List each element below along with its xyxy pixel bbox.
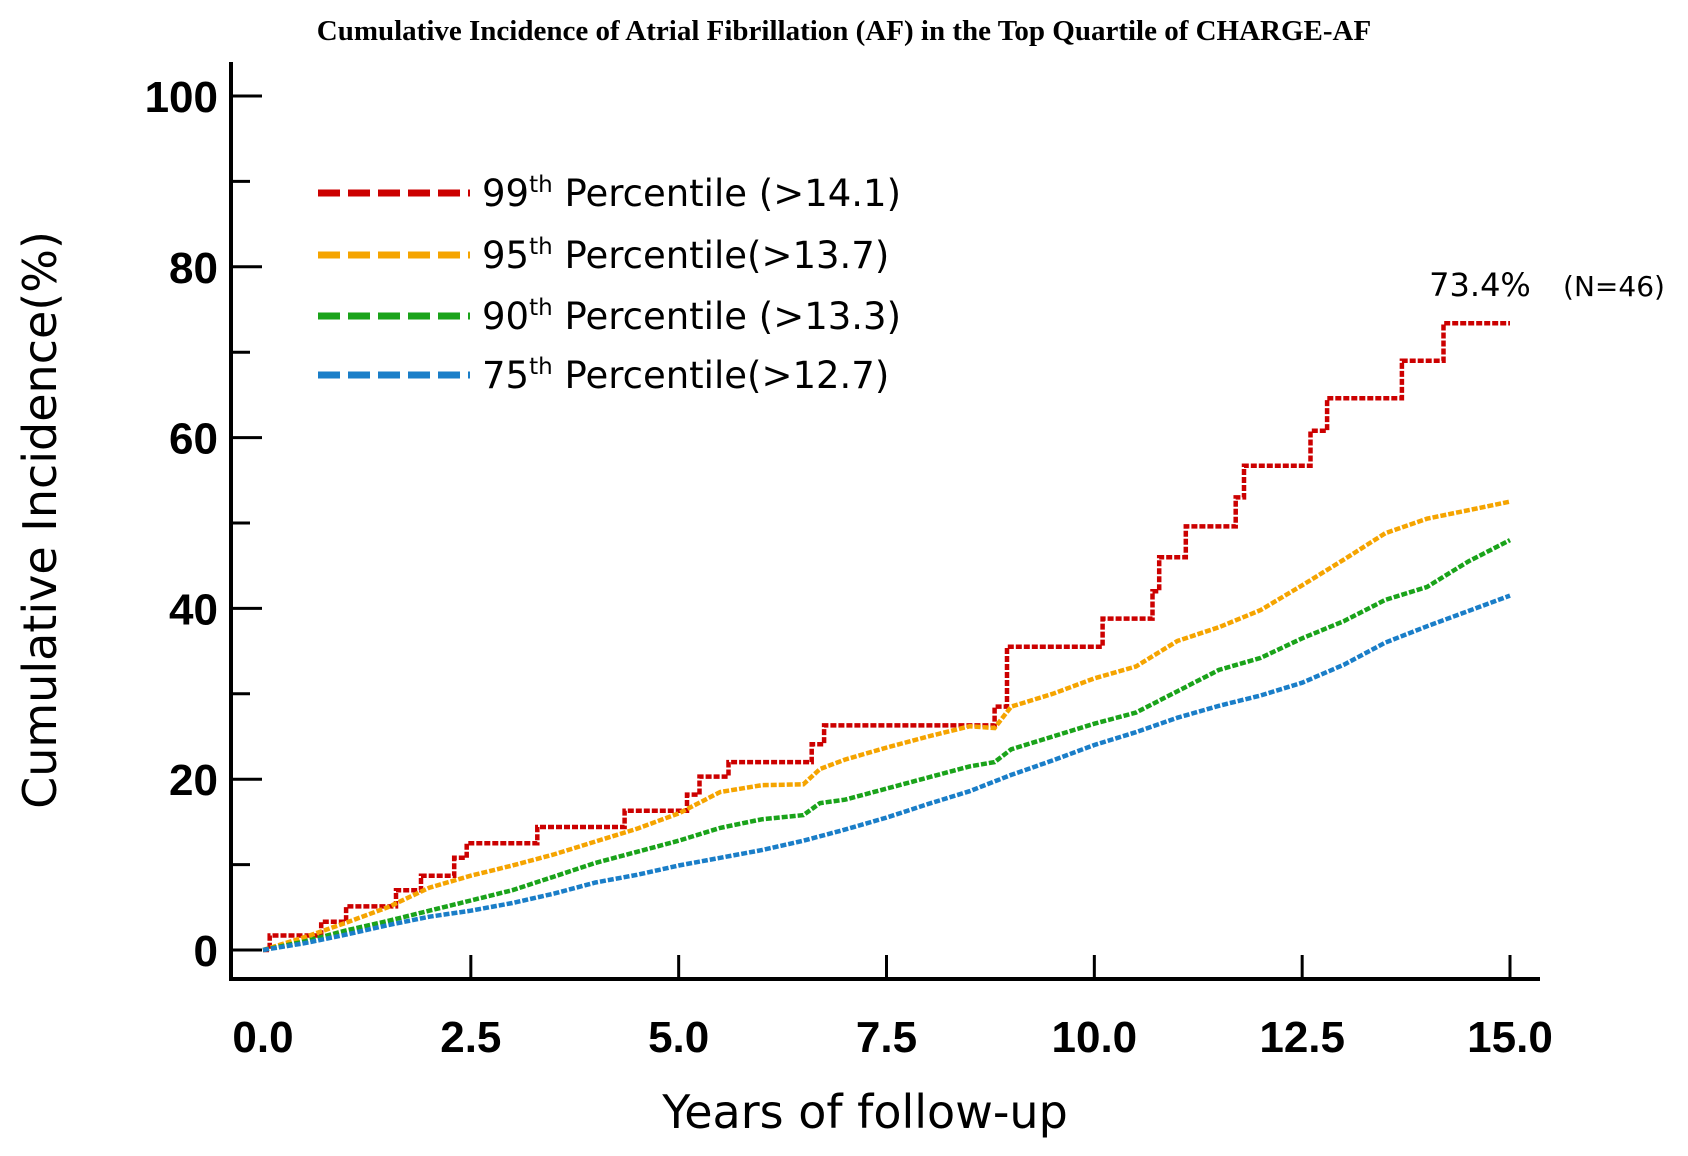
annotation-value: 73.4%: [1429, 266, 1531, 304]
x-tick-label: 2.5: [440, 1013, 501, 1062]
series-line-95th: [262, 499, 1511, 953]
y-ticks: 0 20 40 60 80 100: [145, 73, 262, 976]
y-tick-label: 20: [169, 756, 218, 805]
y-axis-label: Cumulative Incidence(%): [13, 231, 67, 809]
x-axis-label: Years of follow-up: [661, 1085, 1068, 1139]
series-line-75th: [262, 593, 1511, 953]
legend-label: 75th Percentile(>12.7): [482, 354, 889, 397]
chart-title: Cumulative Incidence of Atrial Fibrillat…: [317, 15, 1371, 47]
series-group: [262, 320, 1512, 953]
series-line-90th: [262, 538, 1512, 953]
x-tick-label: 0.0: [232, 1013, 293, 1062]
y-tick-label: 0: [194, 927, 218, 976]
x-tick-label: 5.0: [648, 1013, 709, 1062]
legend-label: 99th Percentile (>14.1): [482, 172, 901, 215]
y-tick-label: 80: [169, 244, 218, 293]
y-tick-label: 100: [145, 73, 218, 122]
annotation: 73.4% (N=46): [1429, 266, 1665, 304]
x-tick-label: 15.0: [1467, 1013, 1553, 1062]
series-line-99th: [263, 320, 1510, 953]
legend-label: 95th Percentile(>13.7): [482, 234, 889, 277]
legend-label: 90th Percentile (>13.3): [482, 295, 901, 338]
x-ticks: 0.0 2.5 5.0 7.5 10.0 12.5 15.0: [232, 955, 1553, 1062]
x-tick-label: 12.5: [1259, 1013, 1345, 1062]
annotation-n: (N=46): [1563, 270, 1665, 303]
axes: [229, 62, 1540, 981]
legend: 99th Percentile (>14.1) 95th Percentile(>…: [318, 172, 901, 397]
y-tick-label: 40: [169, 585, 218, 634]
x-tick-label: 10.0: [1052, 1013, 1138, 1062]
x-tick-label: 7.5: [856, 1013, 917, 1062]
y-tick-label: 60: [169, 415, 218, 464]
